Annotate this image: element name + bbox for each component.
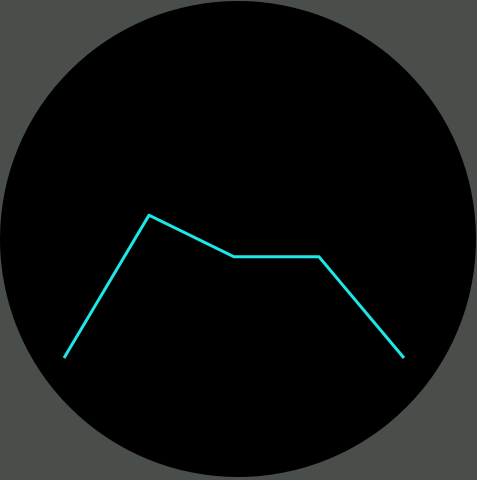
series-layer xyxy=(62,213,406,359)
series-line-0 xyxy=(62,213,406,359)
